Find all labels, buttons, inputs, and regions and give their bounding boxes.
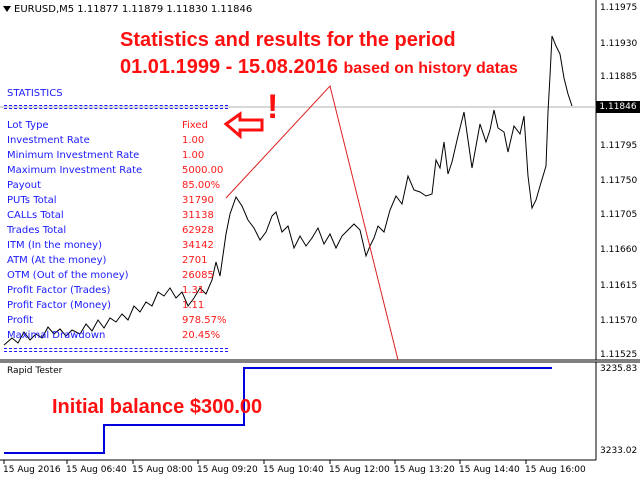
time-ticks — [3, 460, 527, 464]
subwindow-bottom-value: 3233.02 — [600, 446, 638, 456]
subwindow-title: Rapid Tester — [7, 366, 63, 376]
annotation-lines — [225, 84, 399, 361]
stat-value: 26085 — [182, 270, 214, 281]
statistics-title: STATISTICS — [7, 88, 63, 99]
stat-value: 2701 — [182, 255, 208, 266]
stat-label: Maximal Drawdown — [7, 330, 106, 341]
stat-value: Fixed — [182, 120, 208, 131]
annotation-period-main: 01.01.1999 - 15.08.2016 — [120, 56, 338, 78]
stat-label: Investment Rate — [7, 135, 90, 146]
stat-value: 31138 — [182, 210, 214, 221]
time-tick-label: 15 Aug 14:40 — [459, 465, 520, 475]
stat-label: Minimum Investment Rate — [7, 150, 140, 161]
stat-value: 1.00 — [182, 135, 205, 146]
price-tick-label: 1.11705 — [600, 210, 638, 220]
exclamation-mark: ! — [267, 88, 279, 126]
time-tick-label: 15 Aug 09:20 — [197, 465, 258, 475]
annotation-period: 01.01.1999 - 15.08.2016 based on history… — [120, 56, 518, 79]
time-tick-label: 15 Aug 08:00 — [132, 465, 193, 475]
time-tick-label: 15 Aug 10:40 — [263, 465, 324, 475]
price-tick-label: 1.11660 — [600, 245, 638, 255]
annotation-title: Statistics and results for the period — [120, 29, 456, 51]
time-tick-label: 15 Aug 12:00 — [329, 465, 390, 475]
stat-label: Maximum Investment Rate — [7, 165, 143, 176]
stat-label: Profit Factor (Money) — [7, 300, 112, 311]
stat-value: 85.00% — [182, 180, 221, 191]
stat-label: PUTs Total — [7, 195, 57, 206]
stat-label: ATM (At the money) — [7, 255, 107, 266]
price-tick-label: 1.11750 — [600, 176, 638, 186]
stats-divider-top — [4, 105, 228, 106]
stat-label: Profit Factor (Trades) — [7, 285, 111, 296]
left-arrow-icon — [223, 111, 264, 140]
subwindow-top-value: 3235.83 — [600, 364, 638, 374]
annotation-period-note: based on history datas — [343, 60, 518, 77]
price-tick-label: 1.11975 — [600, 3, 638, 13]
time-tick-label: 15 Aug 06:40 — [66, 465, 127, 475]
price-tick-label: 1.11525 — [600, 350, 638, 360]
current-price-badge: 1.11846 — [596, 101, 640, 113]
price-tick-label: 1.11885 — [600, 72, 638, 82]
stats-divider-bottom-2 — [4, 351, 228, 352]
triangle-down-icon[interactable] — [3, 6, 11, 12]
price-series-line — [3, 35, 573, 346]
equity-step-line — [4, 367, 552, 454]
stat-label: CALLs Total — [7, 210, 64, 221]
stats-divider-bottom — [4, 348, 228, 349]
stat-value: 1.00 — [182, 150, 205, 161]
symbol-info: EURUSD,M5 1.11877 1.11879 1.11830 1.1184… — [14, 4, 253, 15]
time-tick-label: 15 Aug 13:20 — [394, 465, 455, 475]
stat-value: 1.11 — [182, 300, 205, 311]
stats-divider-top-2 — [4, 108, 228, 109]
stat-value: 31790 — [182, 195, 214, 206]
stat-label: ITM (In the money) — [7, 240, 102, 251]
stat-label: Trades Total — [7, 225, 67, 236]
stat-value: 1.31 — [182, 285, 205, 296]
stat-label: OTM (Out of the money) — [7, 270, 129, 281]
price-tick-label: 1.11795 — [600, 141, 638, 151]
stat-value: 20.45% — [182, 330, 221, 341]
price-tick-label: 1.11570 — [600, 316, 638, 326]
time-tick-label: 15 Aug 2016 — [3, 465, 61, 475]
stat-value: 62928 — [182, 225, 214, 236]
time-tick-label: 15 Aug 16:00 — [525, 465, 586, 475]
stat-value: 978.57% — [182, 315, 227, 326]
stat-label: Payout — [7, 180, 42, 191]
stat-label: Profit — [7, 315, 34, 326]
stat-value: 5000.00 — [182, 165, 224, 176]
initial-balance-annotation: Initial balance $300.00 — [52, 396, 263, 418]
stat-value: 34142 — [182, 240, 214, 251]
price-tick-label: 1.11930 — [600, 39, 638, 49]
price-tick-label: 1.11615 — [600, 281, 638, 291]
stat-label: Lot Type — [7, 120, 49, 131]
